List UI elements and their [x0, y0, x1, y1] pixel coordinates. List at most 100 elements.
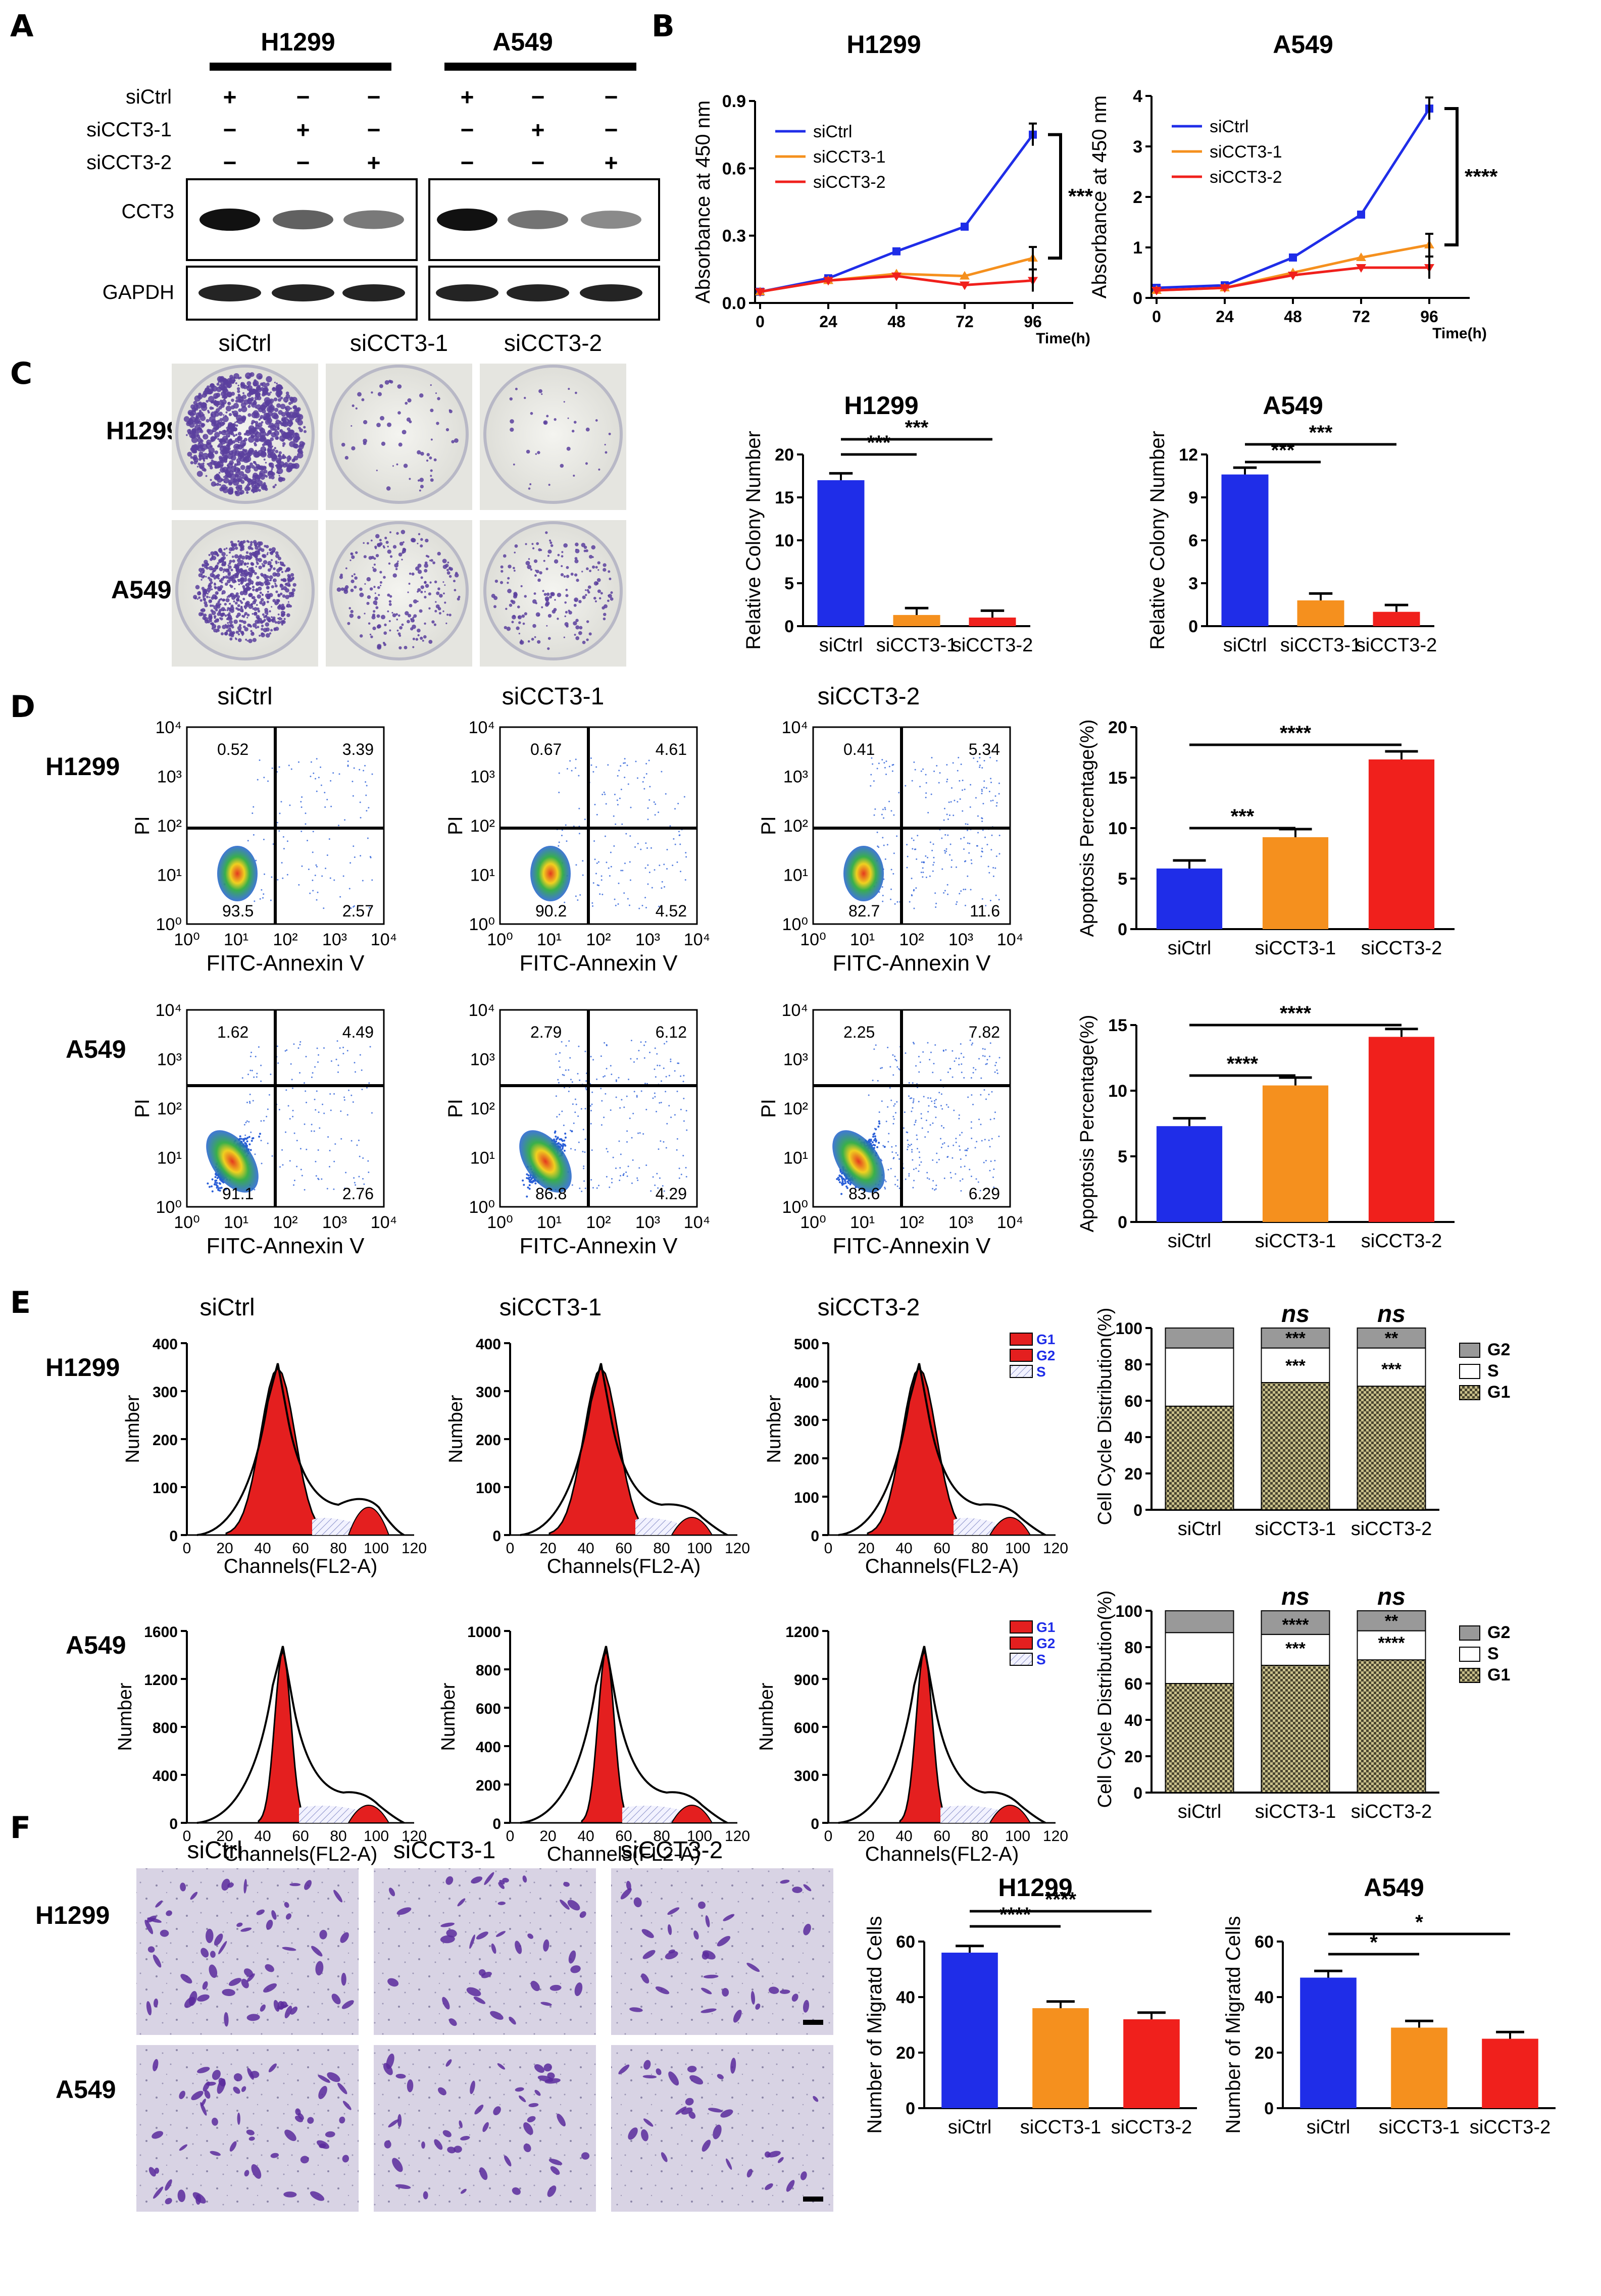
- flow-event: [582, 874, 584, 876]
- colony-dot: [436, 591, 440, 595]
- colony-dot: [240, 573, 244, 577]
- flow-event: [884, 807, 886, 809]
- colony-dot: [227, 622, 229, 624]
- colony-dot: [274, 621, 278, 624]
- flow-event: [276, 822, 278, 824]
- colony-dot: [256, 604, 258, 606]
- colony-dot: [429, 456, 432, 460]
- flow-event: [913, 761, 915, 763]
- colony-dot: [226, 618, 228, 621]
- colony-dot: [252, 607, 255, 610]
- colony-dot: [536, 542, 539, 545]
- flow-event: [218, 1187, 220, 1190]
- colony-dot: [247, 623, 251, 627]
- colony-dot: [531, 637, 534, 641]
- colony-dot: [218, 379, 220, 381]
- colony-dot: [278, 421, 282, 425]
- colony-dot: [276, 403, 281, 408]
- colony-dot: [212, 430, 214, 433]
- flow-event: [892, 763, 894, 766]
- colony-dot: [276, 460, 282, 465]
- flow-event: [249, 1055, 252, 1057]
- colony-dot: [367, 595, 371, 599]
- colony-dot: [246, 614, 250, 617]
- flow-event: [882, 808, 884, 810]
- colony-dot: [293, 463, 299, 469]
- colony-dot: [253, 382, 258, 387]
- flow-event: [665, 793, 667, 795]
- colony-dot: [432, 561, 435, 565]
- colony-dot: [240, 396, 243, 399]
- flow-event: [247, 1074, 249, 1076]
- colony-dot: [211, 596, 215, 600]
- colony-dot: [517, 605, 520, 608]
- colony-dot: [585, 427, 590, 432]
- colony-dot: [500, 565, 504, 569]
- colony-dot: [379, 581, 382, 584]
- colony-dot: [433, 623, 437, 626]
- flow-event: [944, 834, 946, 836]
- colony-dot: [355, 551, 358, 554]
- colony-dot: [389, 531, 391, 534]
- colony-dot: [429, 581, 432, 584]
- colony-dot: [304, 430, 307, 433]
- colony-dot: [506, 626, 511, 631]
- colony-dot: [251, 603, 253, 605]
- colony-dot: [233, 566, 235, 569]
- colony-dot: [276, 572, 281, 577]
- colony-dot: [254, 451, 261, 458]
- colony-dot: [563, 401, 565, 403]
- flow-event: [315, 1109, 317, 1111]
- colony-dot: [540, 549, 542, 551]
- colony-dot: [392, 545, 397, 549]
- colony-dot: [352, 404, 355, 407]
- flow-event: [607, 764, 609, 766]
- colony-dot: [265, 545, 269, 548]
- flow-event: [925, 796, 927, 798]
- flow-event: [884, 858, 886, 860]
- colony-dot: [345, 567, 347, 570]
- colony-dot: [272, 572, 277, 577]
- colony-dot: [422, 639, 424, 642]
- colony-dot: [341, 442, 345, 447]
- colony-dot: [384, 380, 389, 385]
- colony-dot: [221, 563, 225, 567]
- colony-dot: [213, 628, 217, 633]
- colony-dot: [237, 436, 243, 441]
- colony-dot: [229, 423, 235, 430]
- colony-dot: [221, 399, 227, 405]
- colony-dot: [364, 613, 366, 615]
- legend-label: siCCT3-2: [1210, 168, 1282, 187]
- flow-event: [608, 867, 610, 869]
- flow-event: [289, 1118, 291, 1120]
- colony-dot: [447, 562, 449, 564]
- colony-dot: [233, 373, 239, 379]
- colony-dot: [254, 434, 257, 437]
- colony-dot: [511, 621, 514, 624]
- colony-dot: [349, 559, 352, 562]
- colony-dot: [303, 426, 306, 429]
- colony-dot: [280, 396, 283, 400]
- colony-dot: [204, 559, 208, 565]
- flow-event: [896, 835, 898, 837]
- wb-band-cct3: [508, 210, 568, 229]
- y-tick-label: 4: [1133, 87, 1142, 106]
- y-tick-label: 15: [775, 488, 794, 507]
- colony-dot: [437, 397, 440, 400]
- colony-dot: [603, 613, 607, 617]
- colony-dot: [218, 455, 223, 460]
- colony-dot: [271, 618, 276, 623]
- colony-dot: [588, 554, 593, 559]
- flow-event: [618, 770, 620, 772]
- colony-dot: [552, 609, 556, 614]
- flow-event: [637, 843, 639, 845]
- colony-dot: [574, 634, 576, 636]
- flow-x-tick: 10¹: [850, 930, 875, 949]
- flow-event: [252, 812, 254, 814]
- colony-dot: [597, 569, 599, 571]
- flow-event: [654, 814, 656, 816]
- colony-dot: [284, 570, 287, 573]
- flow-event: [981, 820, 983, 822]
- flow-event: [971, 862, 973, 864]
- wb-band-cct3: [343, 210, 404, 229]
